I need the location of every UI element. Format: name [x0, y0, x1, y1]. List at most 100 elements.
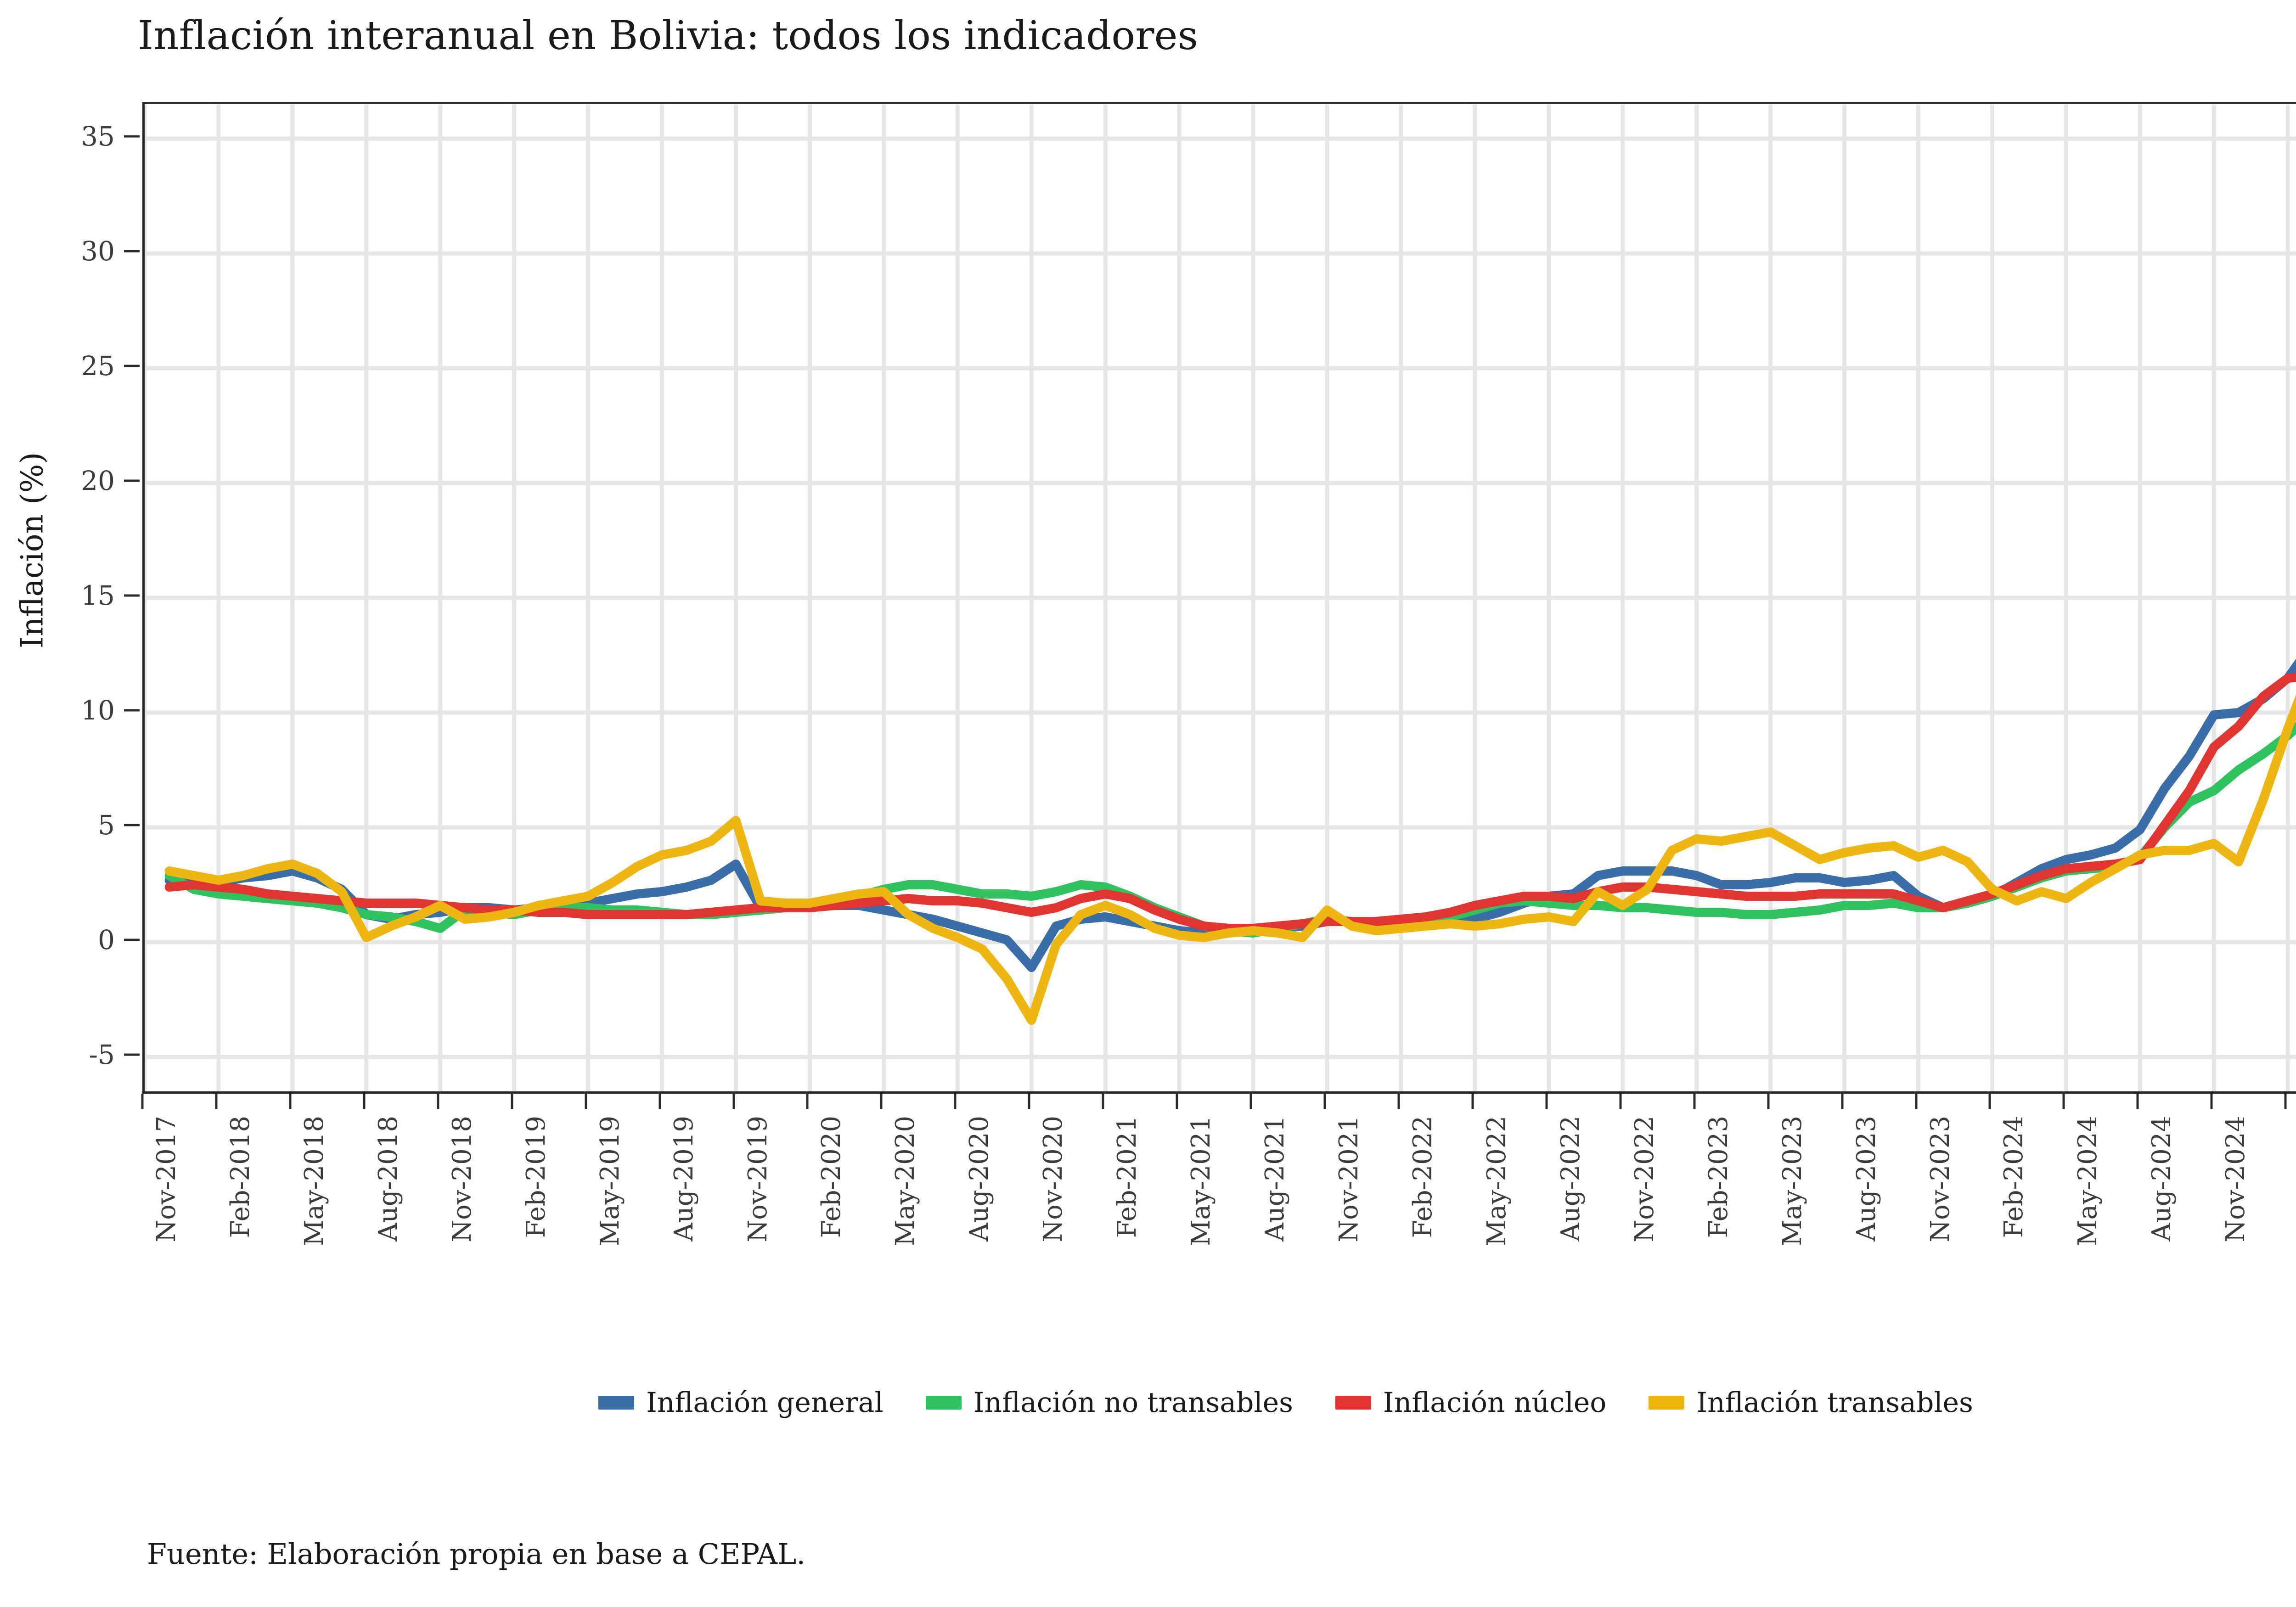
y-axis-tick-mark: [124, 594, 140, 597]
x-axis-tick-label: Feb-2019: [521, 1116, 551, 1238]
x-axis-tick-mark: [1545, 1094, 1548, 1109]
x-axis-tick-label: May-2022: [1481, 1116, 1512, 1246]
x-axis-tick-mark: [732, 1094, 735, 1109]
x-axis-tick-mark: [880, 1094, 883, 1109]
y-axis-tick-label: 25: [81, 350, 115, 382]
legend-item[interactable]: Inflación núcleo: [1335, 1387, 1606, 1419]
x-axis-tick-mark: [954, 1094, 957, 1109]
x-axis-tick-label: Aug-2019: [669, 1116, 699, 1242]
x-axis-tick-mark: [2062, 1094, 2065, 1109]
legend-color-swatch: [1335, 1396, 1371, 1410]
x-axis-tick-labels: Nov-2017 Feb-2018 May-2018 Aug-2018 Nov-2018…: [142, 1116, 2296, 1327]
x-axis-tick-label: May-2023: [1777, 1116, 1807, 1246]
y-axis-tick-label: 15: [81, 580, 115, 611]
legend-color-swatch: [925, 1396, 962, 1410]
x-axis-tick-mark: [585, 1094, 587, 1109]
x-axis-tick-marks: [141, 1094, 2296, 1112]
x-axis-tick-mark: [1915, 1094, 1917, 1109]
x-axis-tick-mark: [2284, 1094, 2287, 1109]
x-axis-tick-label: May-2021: [1186, 1116, 1216, 1246]
x-axis-tick-mark: [1397, 1094, 1400, 1109]
x-axis-tick-mark: [1471, 1094, 1474, 1109]
x-axis-tick-label: May-2018: [299, 1116, 329, 1246]
x-axis-tick-label: Feb-2024: [1999, 1116, 2029, 1238]
series-line-3: [164, 694, 2296, 1025]
x-axis-tick-label: Nov-2022: [1629, 1116, 1660, 1242]
x-axis-tick-label: Aug-2018: [373, 1116, 403, 1242]
legend-label: Inflación no transables: [973, 1387, 1293, 1419]
x-axis-tick-mark: [215, 1094, 218, 1109]
x-axis-tick-mark: [363, 1094, 366, 1109]
x-axis-tick-label: May-2024: [2073, 1116, 2103, 1246]
x-axis-tick-label: Feb-2023: [1703, 1116, 1733, 1238]
x-axis-tick-mark: [2136, 1094, 2139, 1109]
x-axis-tick-mark: [1988, 1094, 1991, 1109]
x-axis-tick-label: Aug-2021: [1260, 1116, 1290, 1242]
series-line-2: [164, 673, 2296, 933]
x-axis-tick-label: Aug-2022: [1555, 1116, 1586, 1242]
y-axis-tick-marks: [0, 102, 142, 1094]
x-axis-tick-label: May-2019: [595, 1116, 625, 1246]
y-axis-tick-mark: [124, 938, 140, 941]
x-axis-tick-label: Feb-2018: [225, 1116, 255, 1238]
x-axis-tick-mark: [1028, 1094, 1030, 1109]
x-axis-tick-mark: [658, 1094, 661, 1109]
legend-item[interactable]: Inflación transables: [1649, 1387, 1973, 1419]
x-axis-tick-label: Feb-2022: [1407, 1116, 1438, 1238]
y-axis-tick-label: 5: [98, 809, 115, 841]
y-axis-tick-label: 20: [81, 465, 115, 496]
chart-source-note: Fuente: Elaboración propia en base a CEP…: [147, 1537, 806, 1571]
legend-color-swatch: [598, 1396, 635, 1410]
legend-label: Inflación general: [646, 1387, 884, 1419]
y-axis-tick-label: -5: [89, 1039, 115, 1070]
x-axis-tick-label: Aug-2024: [2147, 1116, 2177, 1242]
x-axis-tick-mark: [1323, 1094, 1326, 1109]
x-axis-tick-label: May-2020: [890, 1116, 921, 1246]
x-axis-tick-mark: [2210, 1094, 2213, 1109]
x-axis-tick-label: Aug-2023: [1851, 1116, 1881, 1242]
x-axis-tick-mark: [511, 1094, 513, 1109]
x-axis-tick-mark: [1841, 1094, 1844, 1109]
x-axis-tick-mark: [289, 1094, 292, 1109]
x-axis-tick-label: Nov-2018: [447, 1116, 477, 1242]
x-axis-tick-label: Nov-2017: [152, 1116, 181, 1242]
y-axis-tick-mark: [124, 135, 140, 138]
x-axis-tick-mark: [1693, 1094, 1696, 1109]
legend-label: Inflación núcleo: [1383, 1387, 1607, 1419]
plot-series-lines: [164, 658, 2296, 1025]
x-axis-tick-mark: [437, 1094, 439, 1109]
y-axis-tick-labels: -5 0 5 10 15 20 25 30 35: [0, 102, 115, 1094]
legend-item[interactable]: Inflación general: [598, 1387, 884, 1419]
x-axis-tick-mark: [1102, 1094, 1104, 1109]
x-axis-tick-label: Feb-2020: [816, 1116, 847, 1238]
x-axis-tick-mark: [141, 1094, 144, 1109]
y-axis-tick-mark: [124, 365, 140, 367]
y-axis-tick-mark: [124, 479, 140, 482]
y-axis-tick-label: 30: [81, 236, 115, 267]
x-axis-tick-mark: [1619, 1094, 1622, 1109]
x-axis-tick-mark: [1767, 1094, 1770, 1109]
legend-color-swatch: [1649, 1396, 1685, 1410]
chart-title: Inflación interanual en Bolivia: todos l…: [138, 13, 1199, 59]
x-axis-tick-label: Nov-2024: [2221, 1116, 2251, 1242]
x-axis-tick-label: Nov-2020: [1038, 1116, 1069, 1242]
x-axis-tick-label: Nov-2021: [1334, 1116, 1364, 1242]
x-axis-tick-mark: [806, 1094, 809, 1109]
legend-item[interactable]: Inflación no transables: [925, 1387, 1293, 1419]
x-axis-tick-label: Nov-2019: [743, 1116, 773, 1242]
x-axis-tick-label: Aug-2020: [964, 1116, 995, 1242]
x-axis-tick-label: Nov-2023: [1925, 1116, 1955, 1242]
legend-label: Inflación transables: [1696, 1387, 1973, 1419]
y-axis-tick-mark: [124, 824, 140, 826]
y-axis-tick-label: 35: [81, 121, 115, 152]
y-axis-tick-mark: [124, 250, 140, 253]
y-axis-tick-mark: [124, 1053, 140, 1056]
x-axis-tick-mark: [1176, 1094, 1178, 1109]
y-axis-tick-mark: [124, 709, 140, 712]
x-axis-tick-mark: [1249, 1094, 1252, 1109]
y-axis-tick-label: 10: [81, 695, 115, 726]
plot-panel: [142, 102, 2296, 1094]
x-axis-tick-label: Feb-2021: [1112, 1116, 1142, 1238]
chart-legend: Inflación general Inflación no transables…: [0, 1387, 2296, 1419]
